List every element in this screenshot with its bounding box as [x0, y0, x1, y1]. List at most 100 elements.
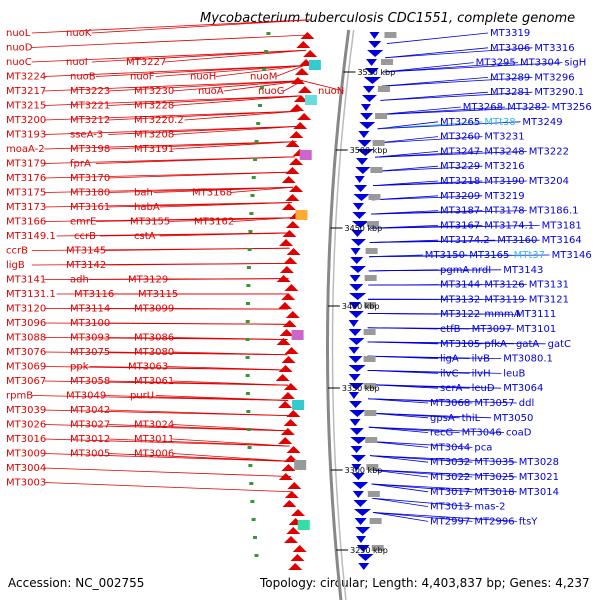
reverse-gene-arrow [350, 455, 366, 462]
gene-label-left: MT3168 [192, 188, 232, 199]
colored-gene-block [363, 302, 376, 308]
reverse-gene-arrow [354, 185, 368, 192]
gene-label-left: MT3069 [6, 362, 46, 373]
leader-line-right [385, 47, 533, 59]
leader-line-left [91, 49, 307, 63]
gene-label-right: MT3247 [440, 146, 480, 157]
gene-label-left: MT3221 [70, 101, 110, 112]
forward-gene-arrow [281, 464, 296, 471]
gene-label-left: MT3093 [70, 333, 110, 344]
forward-gene-arrow [303, 50, 318, 57]
backbone-shadow [331, 29, 355, 600]
gene-label-left: nuoA [198, 86, 224, 97]
forward-gene-arrow [297, 86, 312, 93]
green-marker [249, 482, 254, 485]
gene-label-right: etfB [440, 324, 461, 335]
gene-label-left: adh [70, 275, 89, 286]
gene-label-right: gpsA [430, 413, 455, 424]
reverse-gene-arrow [369, 32, 380, 39]
colored-gene-block [294, 460, 307, 470]
forward-gene-arrow [290, 554, 305, 561]
gene-label-right: MT3101 [516, 324, 556, 335]
leader-line-left [44, 125, 298, 135]
reverse-gene-arrow [352, 491, 364, 498]
kbp-tick-label: 3500 kbp [350, 146, 388, 155]
leader-line-left [172, 424, 290, 432]
forward-gene-arrow [283, 257, 298, 264]
gene-label-left: MT3116 [74, 289, 114, 300]
gene-label-left: MT3170 [70, 173, 110, 184]
forward-gene-arrow [290, 77, 305, 84]
leader-line-left [108, 125, 298, 135]
gene-label-left: MT3004 [6, 463, 46, 474]
gene-label-left: MT3149.1 [6, 231, 56, 242]
reverse-gene-arrow [356, 158, 369, 165]
gene-label-right: MT3035 [474, 457, 514, 468]
leader-line-left [232, 217, 292, 222]
green-marker [250, 500, 255, 503]
forward-gene-arrow [286, 410, 301, 417]
gene-label-right: MT3282 [507, 102, 547, 113]
leader-line-left [153, 186, 293, 193]
reverse-gene-arrow [349, 410, 366, 417]
reverse-gene-arrow [348, 347, 360, 354]
forward-gene-arrow [294, 68, 309, 75]
forward-gene-arrow [285, 194, 300, 201]
reverse-gene-arrow [363, 77, 381, 84]
forward-gene-arrow [288, 563, 303, 570]
colored-gene-block [375, 113, 388, 119]
green-marker [257, 104, 262, 107]
gene-label-left: MT3016 [6, 434, 46, 445]
forward-gene-arrow [285, 221, 300, 228]
leader-line-left [108, 424, 289, 432]
colored-gene-block [365, 437, 378, 443]
green-marker [261, 68, 266, 71]
gene-label-right: leuD [472, 383, 495, 394]
reverse-gene-arrow [353, 194, 370, 201]
leader-line-left [172, 438, 290, 447]
reverse-gene-arrow [349, 266, 366, 273]
forward-gene-arrow [289, 104, 304, 111]
gene-label-right: MT3178 [484, 206, 524, 217]
leader-line-right [371, 210, 527, 215]
leader-line-right [376, 136, 439, 144]
colored-gene-block [372, 140, 385, 146]
forward-gene-arrow [276, 338, 291, 345]
forward-gene-arrow [285, 140, 300, 147]
forward-gene-arrow [297, 113, 312, 120]
kbp-tick-label: 3450 kbp [345, 224, 383, 233]
reverse-gene-arrow [352, 212, 367, 219]
reverse-gene-arrow [350, 248, 361, 255]
gene-label-right: serA [440, 383, 462, 394]
leader-line-left [172, 337, 288, 340]
reverse-gene-arrow [357, 140, 372, 147]
leader-line-left [108, 322, 288, 325]
leader-line-left [168, 217, 292, 222]
leader-line-left [172, 351, 288, 356]
accession-text: Accession: NC_002755 [8, 576, 144, 590]
gene-label-left: MT3129 [128, 275, 168, 286]
gene-label-right: MT3021 [519, 472, 559, 483]
gene-label-left: MT3176 [6, 173, 46, 184]
gene-label-left: MT3024 [134, 420, 174, 431]
gene-label-left: rpmB [6, 391, 33, 402]
leader-line-right [378, 106, 550, 115]
gene-label-left: MT3175 [6, 188, 46, 199]
leader-line-left [44, 110, 300, 121]
gene-label-left: MT3114 [70, 304, 110, 315]
colored-gene-block [364, 410, 377, 416]
gene-label-right: MT3260 [440, 132, 480, 143]
green-marker [250, 194, 255, 197]
leader-line-right [377, 121, 521, 130]
gene-label-left: MT3212 [70, 115, 110, 126]
reverse-gene-arrow [361, 95, 377, 102]
forward-gene-arrow [285, 311, 300, 318]
colored-gene-block [308, 60, 321, 70]
gene-label-right: MT3249 [522, 117, 562, 128]
forward-gene-arrow [282, 500, 297, 507]
gene-label-right: MT3105 [440, 339, 480, 350]
leader-line-left [108, 110, 300, 121]
reverse-gene-arrow [348, 383, 364, 390]
gene-label-left: MT3099 [134, 304, 174, 315]
leader-line-left [108, 80, 303, 92]
